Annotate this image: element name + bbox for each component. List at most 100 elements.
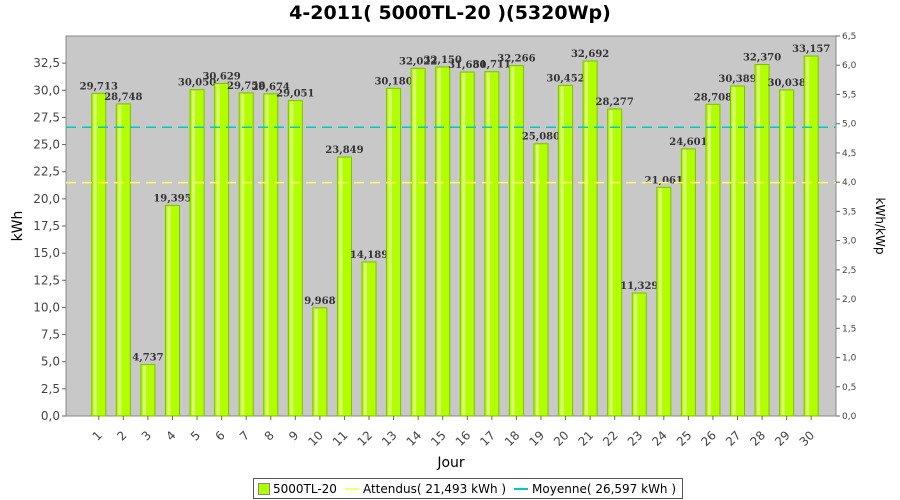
- y-tick-label: 10,0: [33, 300, 60, 314]
- y-tick-label-right: 4,0: [842, 178, 857, 188]
- y-tick-label: 27,5: [33, 110, 60, 124]
- x-tick-label: 17: [477, 428, 498, 449]
- bar-value-label: 28,748: [104, 92, 142, 103]
- bar-highlight: [732, 87, 736, 415]
- y-tick-label-right: 3,0: [842, 237, 857, 247]
- bar-highlight: [560, 86, 564, 415]
- x-tick-label: 6: [212, 428, 227, 443]
- x-tick-label: 12: [354, 428, 375, 449]
- x-tick-label: 15: [428, 428, 449, 449]
- bar-value-label: 19,395: [153, 193, 191, 204]
- bar-highlight: [192, 90, 196, 415]
- y-tick-label-right: 5,5: [842, 90, 856, 100]
- bar-value-label: 30,050: [178, 78, 216, 89]
- y-tick-label: 7,5: [41, 328, 60, 342]
- y-tick-label: 15,0: [33, 246, 60, 260]
- x-tick-label: 5: [188, 428, 203, 443]
- x-tick-label: 8: [262, 428, 277, 443]
- y-tick-label-right: 5,0: [842, 120, 857, 130]
- y-tick-label: 25,0: [33, 138, 60, 152]
- bar-highlight: [118, 104, 122, 416]
- x-tick-label: 24: [649, 428, 670, 449]
- x-tick-label: 16: [453, 428, 474, 449]
- bar-value-label: 33,157: [792, 44, 830, 55]
- y-tick-label: 32,5: [33, 56, 60, 70]
- bar-highlight: [339, 158, 343, 415]
- x-tick-label: 20: [551, 428, 572, 449]
- bar-value-label: 30,180: [374, 76, 412, 87]
- legend-swatch-expected: [344, 487, 359, 490]
- bar-highlight: [757, 65, 761, 415]
- x-tick-label: 26: [698, 428, 719, 449]
- bar-value-label: 30,629: [202, 71, 240, 82]
- x-tick-label: 27: [723, 428, 744, 449]
- bar-highlight: [167, 206, 171, 415]
- bar-value-label: 21,061: [645, 175, 683, 186]
- y-tick-label: 5,0: [41, 355, 60, 369]
- y-tick-label-right: 6,0: [842, 61, 857, 71]
- y-tick-label: 17,5: [33, 219, 60, 233]
- y-tick-label: 0,0: [41, 409, 60, 423]
- y-tick-label-right: 4,5: [842, 149, 856, 159]
- x-tick-label: 9: [286, 428, 301, 443]
- bar-value-label: 30,389: [718, 74, 756, 85]
- bar-value-label: 31,711: [473, 60, 511, 71]
- x-tick-label: 19: [526, 428, 547, 449]
- legend-label-series: 5000TL-20: [273, 481, 337, 496]
- bar-value-label: 23,849: [325, 145, 363, 156]
- bar-highlight: [609, 109, 613, 416]
- bar-value-label: 32,266: [497, 54, 535, 65]
- y-tick-label-right: 2,5: [842, 266, 856, 276]
- y-tick-label-right: 2,0: [842, 295, 857, 305]
- bar-highlight: [707, 105, 711, 415]
- y-tick-label: 12,5: [33, 273, 60, 287]
- bar-value-label: 30,452: [546, 73, 584, 84]
- x-tick-label: 11: [330, 428, 351, 449]
- bar-highlight: [413, 69, 417, 415]
- bar-highlight: [241, 93, 245, 415]
- y-tick-label: 20,0: [33, 192, 60, 206]
- x-tick-label: 28: [747, 428, 768, 449]
- bar-highlight: [314, 308, 318, 415]
- bar-value-label: 32,370: [743, 53, 781, 64]
- x-tick-label: 1: [90, 428, 105, 443]
- bar-highlight: [683, 149, 687, 415]
- bar-value-label: 29,758: [227, 81, 265, 92]
- bar-highlight: [585, 62, 589, 415]
- bar-value-label: 9,968: [304, 296, 335, 307]
- x-tick-label: 21: [576, 428, 597, 449]
- bar-value-label: 28,277: [596, 97, 634, 108]
- x-tick-label: 25: [674, 428, 695, 449]
- legend-swatch-bar: [258, 482, 270, 495]
- x-tick-label: 3: [139, 428, 154, 443]
- bar-highlight: [511, 66, 515, 416]
- bar-highlight: [142, 365, 146, 415]
- x-tick-label: 10: [305, 428, 326, 449]
- y-axis-label: kWh: [10, 211, 26, 242]
- x-tick-label: 18: [502, 428, 523, 449]
- y-tick-label: 2,5: [41, 382, 60, 396]
- bar-value-label: 32,692: [571, 49, 609, 60]
- legend: 5000TL-20 Attendus( 21,493 kWh ) Moyenne…: [253, 478, 684, 499]
- bar-value-label: 29,713: [80, 81, 118, 92]
- x-tick-label: 14: [404, 428, 425, 449]
- bar-value-label: 25,080: [522, 132, 560, 143]
- bar-highlight: [486, 72, 490, 416]
- x-tick-label: 13: [379, 428, 400, 449]
- bar-value-label: 30,038: [768, 78, 806, 89]
- y-tick-label-right: 6,5: [842, 32, 856, 42]
- x-tick-label: 2: [114, 428, 129, 443]
- y-tick-label-right: 0,0: [842, 412, 857, 422]
- bar-highlight: [806, 57, 810, 416]
- y-tick-label: 22,5: [33, 165, 60, 179]
- legend-item-average: Moyenne( 26,597 kWh ): [514, 482, 676, 496]
- bar-value-label: 29,674: [252, 82, 290, 93]
- bar-value-label: 11,329: [620, 281, 658, 292]
- legend-item-series: 5000TL-20: [258, 482, 337, 496]
- x-tick-label: 30: [797, 428, 818, 449]
- y-tick-label-right: 0,5: [842, 383, 856, 393]
- y-tick-label: 30,0: [33, 83, 60, 97]
- x-tick-label: 7: [237, 428, 252, 443]
- bar-value-label: 32,022: [399, 56, 437, 67]
- bar-highlight: [535, 144, 539, 415]
